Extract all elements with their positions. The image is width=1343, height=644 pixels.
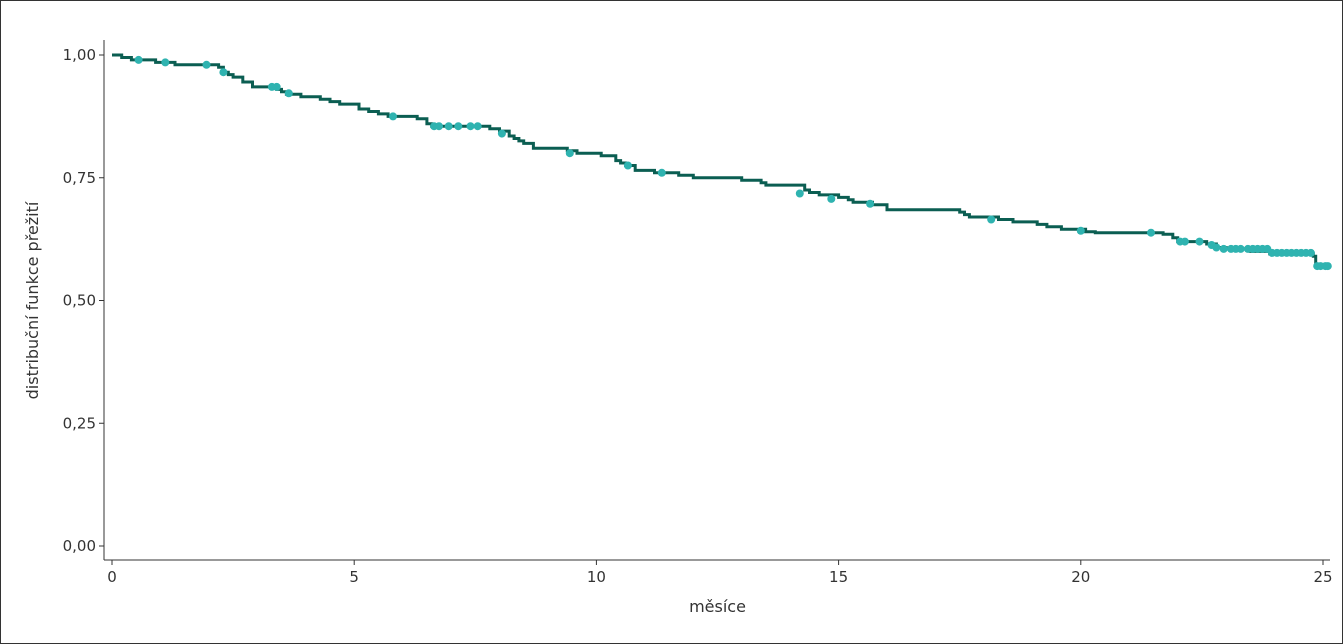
x-tick-label: 10 (587, 568, 606, 586)
censor-point (134, 55, 143, 64)
censor-point (1236, 244, 1245, 253)
x-axis-title: měsíce (689, 597, 746, 616)
censor-point (1076, 226, 1085, 235)
y-tick-label: 0,00 (63, 537, 96, 555)
censor-marks (134, 55, 1332, 271)
censor-point (1147, 228, 1155, 237)
censor-point (202, 60, 211, 69)
censor-point (284, 89, 293, 98)
censor-point (657, 168, 666, 177)
censor-point (454, 122, 463, 131)
censor-point (435, 122, 443, 131)
censor-point (1219, 244, 1228, 253)
censor-point (466, 122, 475, 131)
x-tick-label: 15 (829, 568, 848, 586)
censor-point (1212, 243, 1221, 252)
censor-point (866, 199, 875, 208)
censor-point (1195, 237, 1204, 246)
censor-point (272, 82, 281, 91)
censor-point (1323, 262, 1332, 271)
x-tick-label: 0 (107, 568, 117, 586)
axes: 0,00 0,25 0,50 0,75 1,00 0 5 10 15 20 25 (63, 40, 1333, 586)
censor-point (161, 58, 170, 67)
censor-point (1180, 237, 1189, 246)
censor-point (497, 129, 506, 138)
x-tick-label: 20 (1071, 568, 1090, 586)
censor-point (1306, 248, 1315, 257)
y-tick-label: 1,00 (63, 46, 96, 64)
y-axis-title: distribuční funkce přežití (23, 201, 42, 399)
x-tick-label: 25 (1313, 568, 1332, 586)
plot-area (112, 53, 1332, 271)
x-ticks: 0 5 10 15 20 25 (107, 560, 1333, 586)
censor-point (473, 122, 482, 131)
y-tick-label: 0,50 (63, 292, 96, 310)
censor-point (389, 112, 397, 121)
censor-point (827, 194, 836, 203)
survival-step-line (112, 53, 1325, 268)
censor-point (623, 161, 632, 170)
censor-point (987, 215, 996, 224)
y-ticks: 0,00 0,25 0,50 0,75 1,00 (63, 46, 104, 555)
censor-point (565, 149, 574, 158)
y-tick-label: 0,25 (63, 414, 96, 432)
x-tick-label: 5 (349, 568, 359, 586)
censor-point (444, 122, 453, 131)
censor-point (795, 189, 804, 198)
censor-point (219, 68, 228, 77)
y-tick-label: 0,75 (63, 169, 96, 187)
